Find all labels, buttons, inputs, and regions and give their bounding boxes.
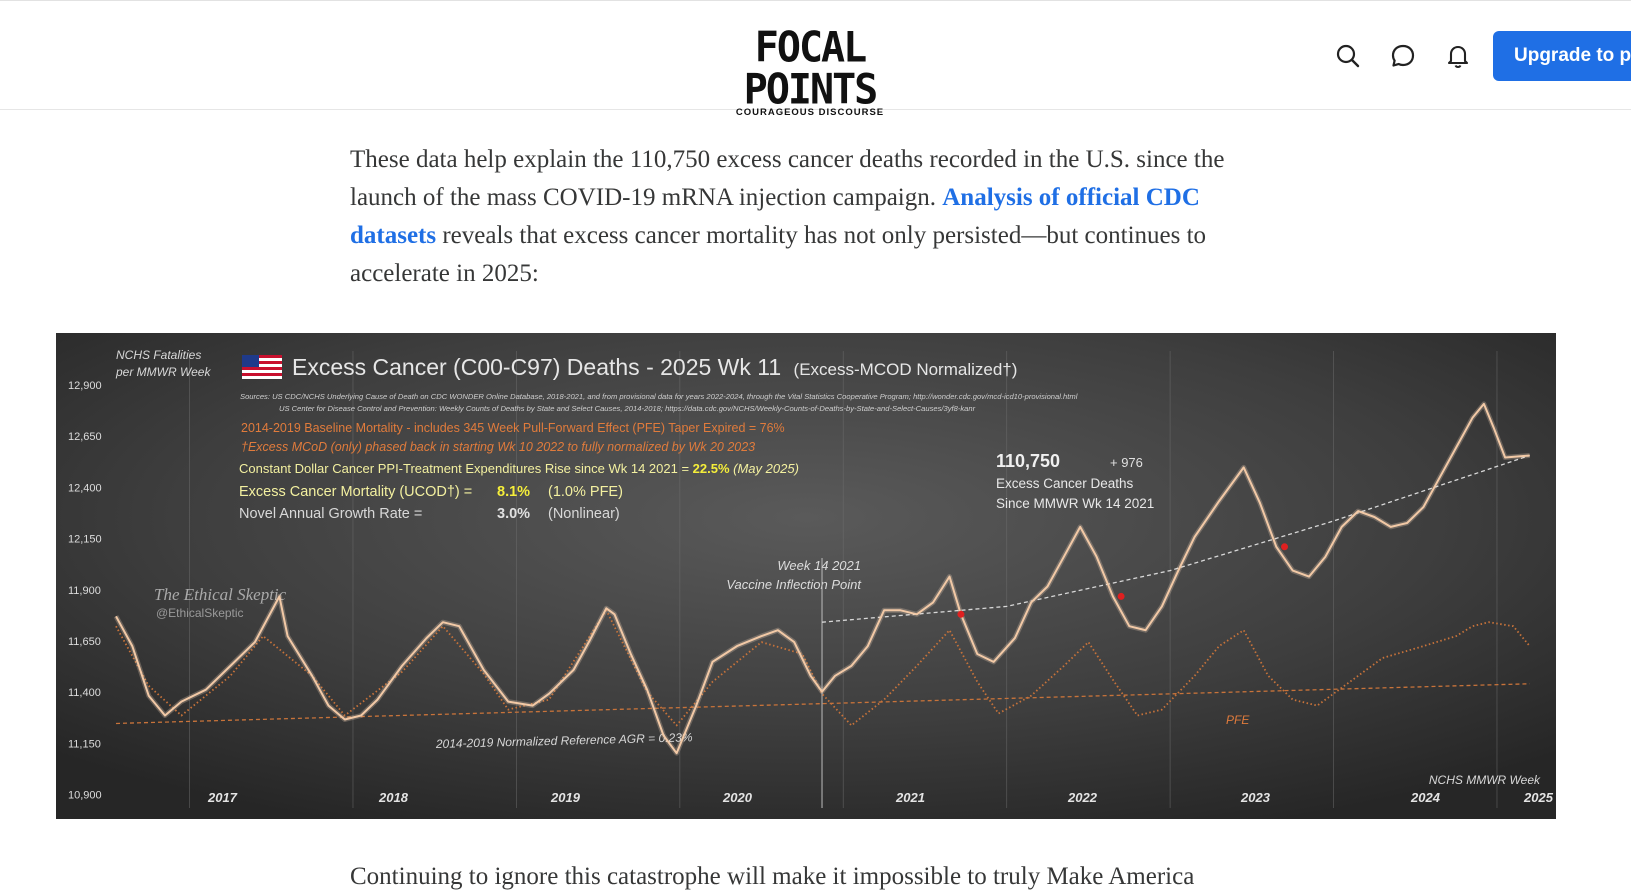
chart-svg: 12,900 12,650 12,400 12,150 11,900 11,650 11,4…	[56, 333, 1556, 819]
series-line-excess	[115, 402, 1530, 755]
cdc-datasets-link[interactable]: Analysis of official CDC datasets	[350, 184, 1200, 249]
y-tick-label: 11,650	[68, 636, 101, 648]
y-tick-label: 11,900	[68, 585, 101, 597]
sources-line1: Sources: US CDC/NCHS Underlying Cause of…	[240, 392, 1078, 401]
logo-title: FOCAL POINTS	[743, 23, 879, 115]
paragraph-text: These data help explain the 110,750 exce…	[350, 146, 1225, 211]
x-tick-label: 2024	[1410, 790, 1441, 805]
excess-pfe: (1.0% PFE)	[548, 484, 623, 500]
excess-cancer-chart: 12,900 12,650 12,400 12,150 11,900 11,650 11,4…	[56, 333, 1556, 819]
y-tick-label: 11,150	[68, 738, 101, 750]
y-tick-label: 10,900	[68, 790, 102, 802]
chart-title-group: Excess Cancer (C00-C97) Deaths - 2025 Wk…	[292, 354, 1017, 380]
article-paragraph-2: Continuing to ignore this catastrophe wi…	[350, 863, 1195, 890]
intersection-marker	[1117, 592, 1125, 600]
x-tick-label: 2023	[1240, 790, 1271, 805]
vaccine-label2: Vaccine Inflection Point	[726, 577, 862, 592]
x-axis: 2017 2018 2019 2020 2021 2022 2023 2024 2025	[207, 790, 1554, 805]
y-tick-label: 12,650	[68, 431, 102, 443]
x-tick-label: 2022	[1067, 790, 1098, 805]
sources-line2: US Center for Disease Control and Preven…	[279, 404, 976, 413]
upgrade-button[interactable]: Upgrade to pa	[1493, 31, 1631, 81]
note-mcod: †Excess MCoD (only) phased back in start…	[241, 440, 755, 454]
note-ppi-value: 22.5%	[693, 461, 730, 476]
x-tick-label: 2025	[1523, 790, 1554, 805]
y-tick-label: 11,400	[68, 687, 101, 699]
site-header: FOCAL POINTS COURAGEOUS DISCOURSE Upgrad…	[0, 0, 1631, 118]
y-axis-label-line2: per MMWR Week	[115, 365, 211, 379]
x-tick-label: 2021	[895, 790, 925, 805]
total-label1: Excess Cancer Deaths	[996, 476, 1134, 491]
y-tick-label: 12,150	[68, 534, 102, 546]
excess-label: Excess Cancer Mortality (UCOD†) =	[239, 484, 472, 500]
search-icon[interactable]	[1335, 43, 1361, 69]
paragraph-text-continued: reveals that excess cancer mortality has…	[350, 222, 1207, 287]
total-increment: + 976	[1110, 455, 1143, 470]
grid	[189, 351, 1498, 808]
note-ppi-label: Constant Dollar Cancer PPI-Treatment Exp…	[239, 461, 693, 476]
bell-icon[interactable]	[1445, 43, 1471, 69]
x-tick-label: 2018	[378, 790, 409, 805]
growth-value: 3.0%	[497, 506, 530, 522]
growth-label: Novel Annual Growth Rate =	[239, 506, 422, 522]
note-ppi-suffix: (May 2025)	[730, 461, 799, 476]
watermark-name: The Ethical Skeptic	[154, 585, 287, 604]
total-value: 110,750	[996, 451, 1060, 471]
intersection-marker	[1281, 543, 1289, 551]
reference-label: 2014-2019 Normalized Reference AGR = 0.2…	[435, 730, 693, 751]
reference-line	[115, 683, 1530, 725]
y-tick-label: 12,900	[68, 380, 102, 392]
chat-bubble-icon[interactable]	[1390, 43, 1416, 69]
pfe-label: PFE	[1226, 713, 1250, 727]
x-tick-label: 2020	[722, 790, 753, 805]
site-logo[interactable]: FOCAL POINTS COURAGEOUS DISCOURSE	[700, 23, 920, 118]
chart-title-suffix: (Excess-MCOD Normalized†)	[794, 360, 1018, 379]
total-label2: Since MMWR Wk 14 2021	[996, 496, 1154, 511]
us-flag-icon	[242, 355, 282, 379]
note-ppi-group: Constant Dollar Cancer PPI-Treatment Exp…	[239, 461, 799, 476]
x-tick-label: 2017	[207, 790, 238, 805]
y-tick-label: 12,400	[68, 482, 102, 494]
logo-subtitle: COURAGEOUS DISCOURSE	[735, 107, 885, 118]
x-tick-label: 2019	[550, 790, 581, 805]
growth-suffix: (Nonlinear)	[548, 506, 620, 522]
watermark-handle: @EthicalSkeptic	[156, 606, 244, 620]
chart-title: Excess Cancer (C00-C97) Deaths - 2025 Wk…	[292, 354, 781, 380]
trend-line	[821, 454, 1530, 623]
x-axis-label: NCHS MMWR Week	[1429, 773, 1541, 787]
series-group	[113, 401, 1531, 808]
intersection-marker	[957, 610, 965, 618]
y-axis: 12,900 12,650 12,400 12,150 11,900 11,650 11,4…	[68, 380, 102, 802]
excess-value: 8.1%	[497, 484, 530, 500]
note-baseline: 2014-2019 Baseline Mortality - includes …	[241, 421, 785, 435]
vaccine-label1: Week 14 2021	[777, 558, 861, 573]
y-axis-label-line1: NCHS Fatalities	[116, 348, 201, 362]
article-paragraph: These data help explain the 110,750 exce…	[350, 141, 1280, 293]
